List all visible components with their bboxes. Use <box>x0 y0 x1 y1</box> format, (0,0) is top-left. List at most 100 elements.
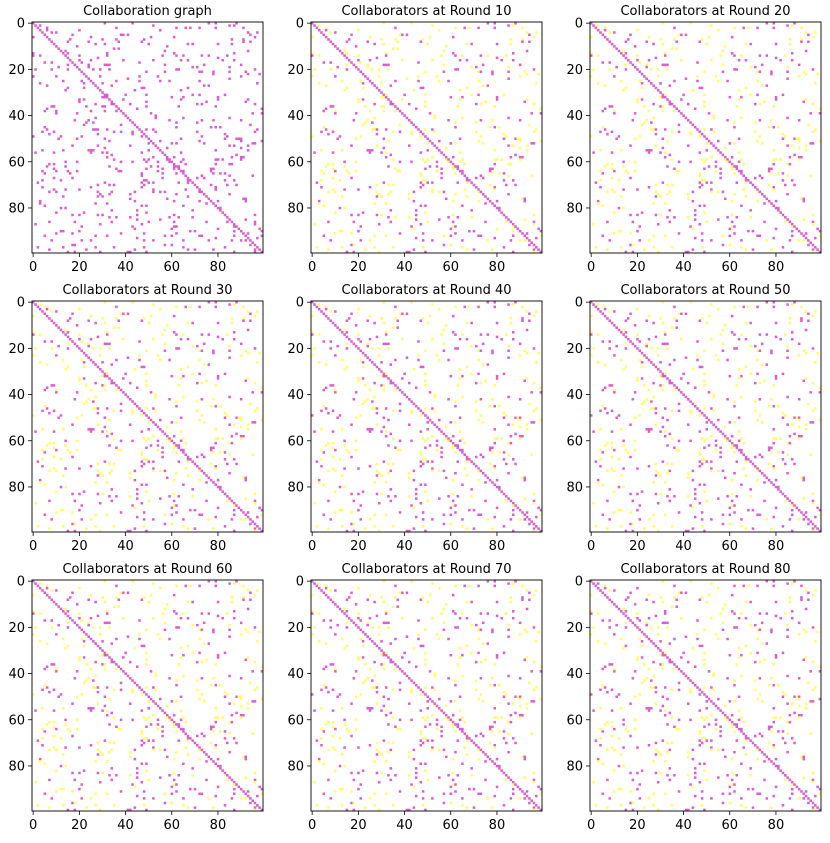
diagonal-cell <box>249 518 252 521</box>
non-collaborator-cell <box>41 458 44 461</box>
non-collaborator-cell <box>428 593 432 597</box>
non-collaborator-cell <box>424 100 427 104</box>
collaborator-cell <box>696 79 699 83</box>
non-collaborator-cell <box>371 128 374 131</box>
collaborator-cell <box>242 26 245 30</box>
diagonal-cell <box>786 218 789 221</box>
collaborator-cell <box>774 95 778 99</box>
non-collaborator-cell <box>700 38 704 41</box>
non-collaborator-cell <box>749 65 752 69</box>
collaborator-cell <box>414 665 418 668</box>
non-collaborator-cell <box>784 499 787 503</box>
non-collaborator-cell <box>384 93 388 97</box>
collaborator-cell <box>502 451 506 454</box>
collaborator-cell <box>698 319 702 322</box>
collaborator-cell <box>790 234 794 238</box>
non-collaborator-cell <box>491 527 494 530</box>
collaborator-cell <box>721 243 725 247</box>
collaborator-cell <box>756 234 759 238</box>
non-collaborator-cell <box>311 331 314 334</box>
non-collaborator-cell <box>133 506 137 510</box>
non-collaborator-cell <box>32 314 35 318</box>
non-collaborator-cell <box>737 151 741 154</box>
collaborator-cell <box>138 637 141 641</box>
collaborator-cell <box>126 808 130 812</box>
non-collaborator-cell <box>481 363 485 366</box>
collaborator-cell <box>177 460 181 463</box>
collaborator-cell <box>147 158 151 161</box>
non-collaborator-cell <box>209 683 213 687</box>
non-collaborator-cell <box>239 695 243 699</box>
non-collaborator-cell <box>454 172 457 175</box>
collaborator-cell <box>523 379 527 383</box>
collaborator-cell <box>228 750 231 754</box>
non-collaborator-cell <box>371 686 374 689</box>
collaborator-cell <box>205 481 208 484</box>
non-collaborator-cell <box>237 416 241 420</box>
non-collaborator-cell <box>705 321 709 325</box>
non-collaborator-cell <box>112 462 116 466</box>
diagonal-cell <box>767 478 771 482</box>
non-collaborator-cell <box>640 123 644 127</box>
diagonal-cell <box>610 321 614 325</box>
non-collaborator-cell <box>228 720 231 724</box>
non-collaborator-cell <box>518 418 522 422</box>
non-collaborator-cell <box>317 54 321 57</box>
non-collaborator-cell <box>85 663 88 666</box>
collaborator-cell <box>793 153 796 157</box>
collaborator-cell <box>380 709 383 712</box>
collaborator-cell <box>366 149 369 152</box>
collaborator-cell <box>797 119 801 122</box>
collaborator-cell <box>202 63 206 67</box>
non-collaborator-cell <box>186 460 190 463</box>
collaborator-cell <box>170 234 174 238</box>
non-collaborator-cell <box>629 511 632 514</box>
non-collaborator-cell <box>509 596 513 599</box>
diagonal-cell <box>800 511 803 514</box>
non-collaborator-cell <box>777 404 780 408</box>
collaborator-cell <box>66 626 70 629</box>
collaborator-cell <box>186 58 190 62</box>
collaborator-cell <box>382 63 386 67</box>
non-collaborator-cell <box>477 70 480 74</box>
collaborator-cell <box>440 167 443 171</box>
non-collaborator-cell <box>108 462 111 466</box>
non-collaborator-cell <box>477 349 480 353</box>
collaborator-cell <box>48 132 51 136</box>
collaborator-cell <box>64 160 67 164</box>
collaborator-cell <box>156 165 160 168</box>
collaborator-cell <box>730 314 734 318</box>
non-collaborator-cell <box>228 344 231 348</box>
diagonal-cell <box>680 391 683 394</box>
diagonal-cell <box>514 225 517 228</box>
collaborator-cell <box>256 31 259 34</box>
collaborator-cell <box>786 303 789 306</box>
diagonal-cell <box>216 764 220 768</box>
non-collaborator-cell <box>756 358 759 362</box>
non-collaborator-cell <box>451 167 455 171</box>
diagonal-cell <box>239 229 243 233</box>
collaborator-cell <box>523 518 527 521</box>
collaborator-cell <box>124 372 127 376</box>
collaborator-cell <box>387 216 390 219</box>
non-collaborator-cell <box>36 525 40 528</box>
collaborator-cell <box>59 764 63 768</box>
diagonal-cell <box>433 702 436 705</box>
collaborator-cell <box>636 213 639 217</box>
collaborator-cell <box>786 356 789 359</box>
collaborator-cell <box>491 70 494 74</box>
collaborator-cell <box>80 79 84 83</box>
collaborator-cell <box>523 199 527 203</box>
collaborator-cell <box>163 243 167 247</box>
collaborator-cell <box>112 158 116 161</box>
collaborator-cell <box>221 58 224 62</box>
non-collaborator-cell <box>317 303 321 306</box>
diagonal-cell <box>135 404 139 408</box>
collaborator-cell <box>500 337 503 341</box>
non-collaborator-cell <box>532 314 536 318</box>
collaborator-cell <box>50 31 53 34</box>
collaborator-cell <box>122 98 125 101</box>
collaborator-cell <box>175 68 178 71</box>
collaborator-cell <box>105 686 109 689</box>
non-collaborator-cell <box>64 764 67 768</box>
